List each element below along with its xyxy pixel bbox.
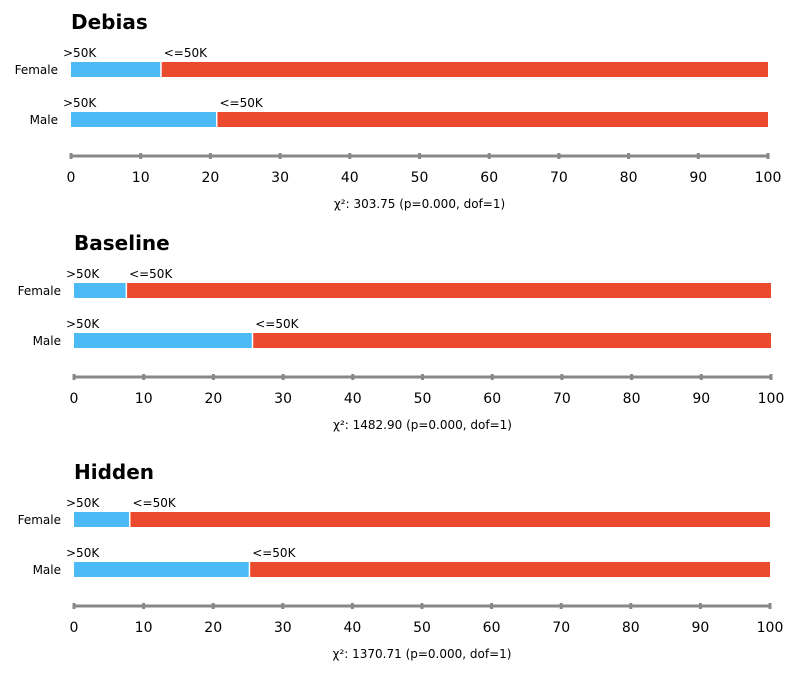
chart-title: Baseline	[74, 231, 170, 255]
x-tick-label: 40	[341, 170, 359, 186]
chart-panel-baseline: Baseline Female >50K <=50K Male >50K <=50K 0 10 2…	[0, 221, 796, 446]
x-tick-label: 90	[689, 170, 707, 186]
x-tick-label: 10	[135, 391, 153, 407]
bar-le50k	[253, 333, 772, 348]
chart-title: Hidden	[74, 460, 154, 484]
bar-le50k	[217, 112, 768, 127]
series-label: >50K	[66, 317, 100, 331]
x-tick-label: 100	[757, 620, 784, 636]
x-tick-label: 0	[70, 620, 79, 636]
series-label: <=50K	[255, 317, 299, 331]
bar-gt50k	[74, 333, 252, 348]
x-tick-label: 70	[550, 170, 568, 186]
x-tick-label: 50	[413, 620, 431, 636]
bar-le50k	[130, 512, 770, 527]
x-tick-label: 60	[483, 620, 501, 636]
x-tick-label: 60	[480, 170, 498, 186]
series-label: <=50K	[219, 96, 263, 110]
series-label: <=50K	[132, 496, 176, 510]
x-tick-label: 10	[132, 170, 150, 186]
x-tick-label: 80	[622, 620, 640, 636]
category-label: Female	[15, 63, 58, 77]
x-tick-label: 0	[70, 391, 79, 407]
series-label: >50K	[66, 496, 100, 510]
x-tick-label: 20	[204, 391, 222, 407]
x-tick-label: 90	[692, 391, 710, 407]
category-label: Male	[30, 113, 58, 127]
chi-square-stat: χ²: 303.75 (p=0.000, dof=1)	[334, 197, 505, 211]
series-label: <=50K	[129, 267, 173, 281]
chi-square-stat: χ²: 1370.71 (p=0.000, dof=1)	[333, 647, 512, 661]
category-label: Female	[18, 513, 61, 527]
x-tick-label: 100	[758, 391, 785, 407]
chart-svg: Debias Female >50K <=50K Male >50K <=50K 0 10 20 3…	[15, 10, 782, 211]
chart-panel-debias: Debias Female >50K <=50K Male >50K <=50K 0 10 20 3…	[0, 0, 796, 225]
bar-gt50k	[71, 62, 161, 77]
bar-gt50k	[71, 112, 216, 127]
category-label: Male	[33, 334, 61, 348]
bar-gt50k	[74, 283, 126, 298]
x-tick-label: 70	[552, 620, 570, 636]
x-tick-label: 40	[344, 391, 362, 407]
series-label: <=50K	[252, 546, 296, 560]
x-tick-label: 30	[274, 391, 292, 407]
x-tick-label: 70	[553, 391, 571, 407]
x-tick-label: 60	[483, 391, 501, 407]
chi-square-stat: χ²: 1482.90 (p=0.000, dof=1)	[333, 418, 512, 432]
x-tick-label: 0	[67, 170, 76, 186]
x-tick-label: 50	[411, 170, 429, 186]
bar-le50k	[127, 283, 771, 298]
chart-svg: Baseline Female >50K <=50K Male >50K <=50K 0 10 2…	[18, 231, 785, 432]
series-label: >50K	[66, 267, 100, 281]
x-tick-label: 40	[343, 620, 361, 636]
chart-panel-hidden: Hidden Female >50K <=50K Male >50K <=50K 0 10 20 3…	[0, 450, 796, 675]
bar-le50k	[250, 562, 771, 577]
series-label: >50K	[63, 96, 97, 110]
bar-le50k	[161, 62, 768, 77]
bar-gt50k	[74, 562, 249, 577]
x-tick-label: 80	[620, 170, 638, 186]
x-tick-label: 10	[135, 620, 153, 636]
x-tick-label: 20	[204, 620, 222, 636]
x-tick-label: 30	[271, 170, 289, 186]
bar-gt50k	[74, 512, 129, 527]
chart-svg: Hidden Female >50K <=50K Male >50K <=50K 0 10 20 3…	[18, 460, 784, 661]
x-tick-label: 20	[201, 170, 219, 186]
series-label: >50K	[63, 46, 97, 60]
x-tick-label: 80	[623, 391, 641, 407]
series-label: >50K	[66, 546, 100, 560]
x-tick-label: 30	[274, 620, 292, 636]
x-tick-label: 100	[755, 170, 782, 186]
category-label: Female	[18, 284, 61, 298]
x-tick-label: 50	[414, 391, 432, 407]
chart-title: Debias	[71, 10, 148, 34]
category-label: Male	[33, 563, 61, 577]
x-tick-label: 90	[691, 620, 709, 636]
series-label: <=50K	[164, 46, 208, 60]
